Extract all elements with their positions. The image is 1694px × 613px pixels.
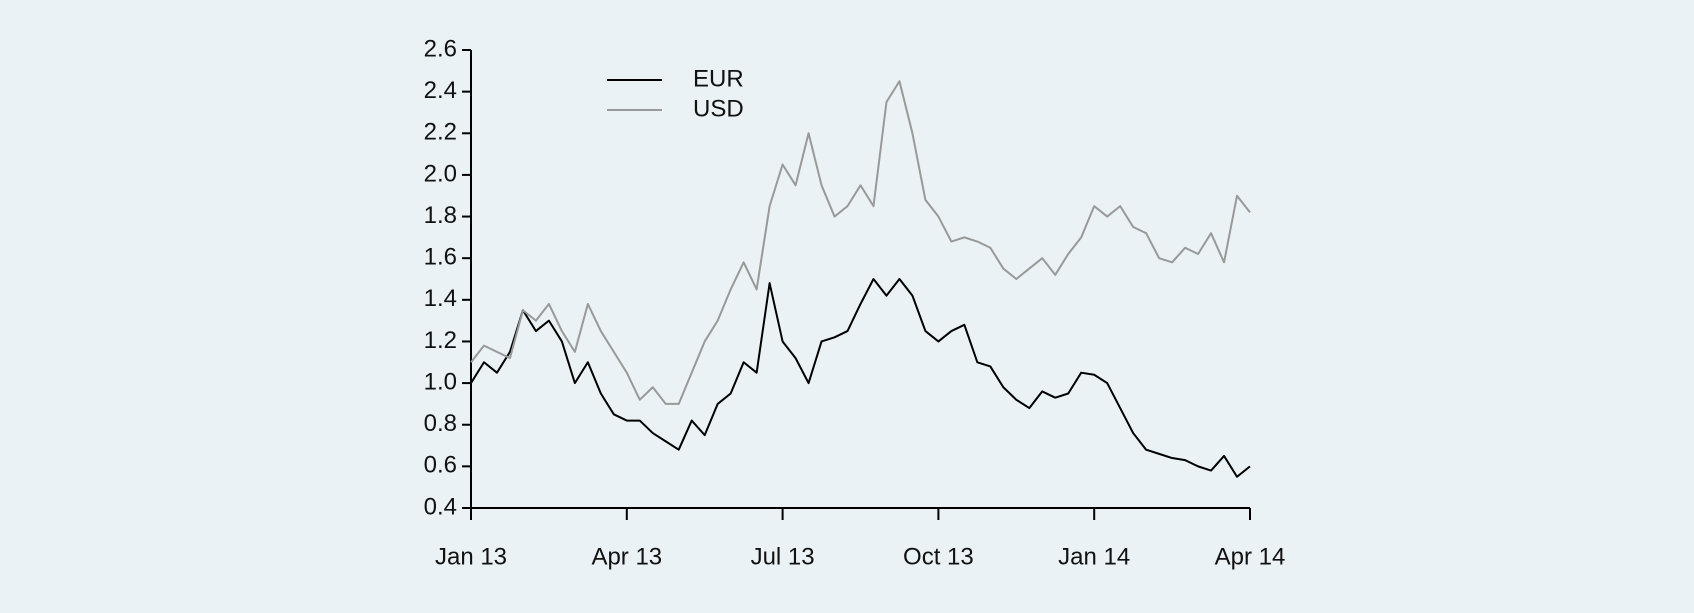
y-tick-label: 2.6 [424,35,457,62]
x-tick-label: Apr 14 [1215,543,1286,570]
x-tick-label: Jan 14 [1058,543,1130,570]
y-tick-label: 0.4 [424,493,457,520]
x-tick-label: Jul 13 [751,543,815,570]
y-tick-label: 1.4 [424,285,457,312]
y-tick-label: 2.0 [424,160,457,187]
x-tick-label: Oct 13 [903,543,974,570]
series-line [470,80,1251,405]
y-tick-label: 1.2 [424,327,457,354]
x-tick-label: Apr 13 [591,543,662,570]
legend-label: EUR [693,65,744,92]
y-tick-label: 1.0 [424,368,457,395]
y-tick-label: 1.8 [424,202,457,229]
y-tick-label: 0.6 [424,452,457,479]
y-tick-label: 2.2 [424,119,457,146]
y-tick-label: 2.4 [424,77,457,104]
series-line [470,278,1251,478]
y-tick-label: 0.8 [424,410,457,437]
x-tick-label: Jan 13 [435,543,507,570]
y-tick-label: 1.6 [424,244,457,271]
legend-label: USD [693,95,744,122]
